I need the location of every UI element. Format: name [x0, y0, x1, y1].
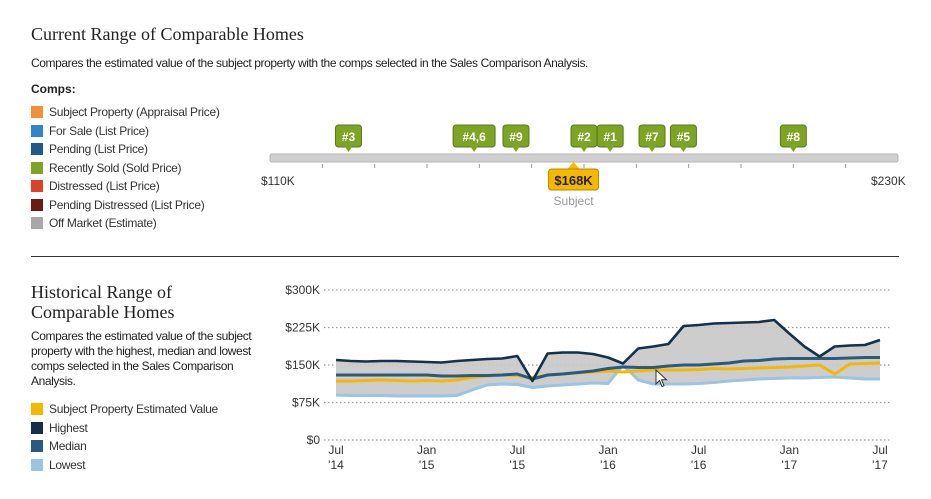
- y-tick-label: $300K: [285, 283, 320, 297]
- x-tick-label: '15: [510, 458, 526, 472]
- comp-marker[interactable]: #5: [669, 124, 697, 152]
- comp-marker-label: #4,6: [462, 130, 486, 144]
- legend-swatch: [31, 421, 43, 434]
- historical-legend-item: Lowest: [31, 456, 218, 475]
- legend-label: Distressed (List Price): [49, 179, 160, 194]
- comp-marker[interactable]: #2: [570, 124, 598, 152]
- comp-marker-label: #8: [787, 130, 801, 144]
- historical-legend-item: Highest: [31, 419, 218, 438]
- x-tick-label: '15: [419, 458, 435, 472]
- section-divider: [31, 256, 899, 257]
- lowest-line: [335, 363, 880, 398]
- y-tick-label: $150K: [285, 358, 320, 372]
- y-tick-label: $225K: [285, 321, 320, 335]
- x-tick-label: '16: [691, 458, 707, 472]
- legend-label: Subject Property (Appraisal Price): [49, 105, 220, 120]
- legend-label: Off Market (Estimate): [49, 216, 157, 231]
- y-tick-label: $0: [307, 433, 321, 447]
- current-range-description: Compares the estimated value of the subj…: [31, 56, 588, 70]
- legend-label: Recently Sold (Sold Price): [49, 160, 182, 175]
- x-tick-label: '17: [782, 458, 798, 472]
- legend-label: Median: [49, 439, 87, 454]
- comps-legend-item: Subject Property (Appraisal Price): [31, 103, 220, 122]
- comp-marker[interactable]: #9: [502, 124, 530, 152]
- legend-swatch: [31, 106, 43, 119]
- x-tick-label: Jan: [780, 443, 799, 457]
- legend-label: Lowest: [49, 457, 86, 472]
- comp-marker-label: #3: [342, 130, 356, 144]
- legend-swatch: [31, 458, 43, 471]
- legend-swatch: [31, 143, 43, 156]
- x-tick-label: Jan: [598, 443, 617, 457]
- comp-marker[interactable]: #3: [335, 124, 362, 152]
- subject-caption: Subject: [554, 194, 595, 208]
- x-tick-label: Jul: [510, 443, 525, 457]
- range-bar: [269, 153, 899, 163]
- legend-label: For Sale (List Price): [49, 123, 149, 138]
- x-tick-label: Jul: [872, 443, 887, 457]
- median-line: [336, 356, 880, 381]
- comp-marker-label: #7: [645, 130, 659, 144]
- x-tick-label: '14: [328, 458, 344, 472]
- legend-swatch: [31, 198, 43, 211]
- mouse-pointer-icon: [655, 369, 668, 388]
- comp-marker-label: #9: [509, 130, 523, 144]
- x-tick-label: Jul: [328, 443, 343, 457]
- highest-line: [335, 318, 881, 383]
- comp-marker-label: #1: [603, 130, 617, 144]
- legend-swatch: [31, 440, 43, 453]
- current-range-chart: $110K $230K #3 #4,6 #9 #2 #1 #7 #5 #8 $168K Subject: [261, 124, 906, 208]
- comps-legend-item: Pending Distressed (List Price): [31, 196, 220, 215]
- range-max-label: $230K: [871, 174, 906, 188]
- comps-legend-item: Off Market (Estimate): [31, 214, 220, 233]
- historical-legend-item: Median: [31, 437, 218, 456]
- legend-swatch: [31, 217, 43, 230]
- comp-marker[interactable]: #8: [779, 124, 807, 152]
- legend-swatch: [31, 403, 43, 416]
- comp-marker-label: #2: [577, 130, 591, 144]
- historical-range-chart: $0$75K$150K$225K$300KJul'14Jan'15Jul'15J…: [285, 283, 890, 472]
- legend-label: Highest: [49, 420, 88, 435]
- historical-legend: Subject Property Estimated Value Highest M…: [31, 400, 218, 474]
- historical-legend-item: Subject Property Estimated Value: [31, 400, 218, 419]
- x-tick-label: Jan: [417, 443, 436, 457]
- comps-legend: Subject Property (Appraisal Price) For Sa…: [31, 103, 220, 233]
- x-tick-label: '16: [600, 458, 616, 472]
- subject-value-label: $168K: [554, 173, 593, 188]
- legend-swatch: [31, 161, 43, 174]
- current-range-title: Current Range of Comparable Homes: [31, 24, 304, 44]
- historical-range-title: Historical Range of Comparable Homes: [31, 282, 175, 322]
- historical-range-description: Compares the estimated value of the subj…: [31, 329, 252, 388]
- legend-label: Subject Property Estimated Value: [49, 402, 218, 417]
- legend-swatch: [31, 124, 43, 137]
- comps-legend-label: Comps:: [31, 82, 76, 96]
- comp-marker-label: #5: [677, 130, 691, 144]
- y-tick-label: $75K: [292, 396, 320, 410]
- comp-marker[interactable]: #1: [596, 124, 624, 152]
- legend-swatch: [31, 180, 43, 193]
- legend-label: Pending Distressed (List Price): [49, 197, 205, 212]
- comps-legend-item: Distressed (List Price): [31, 177, 220, 196]
- comps-legend-item: Pending (List Price): [31, 140, 220, 159]
- range-min-label: $110K: [261, 174, 295, 188]
- x-tick-label: Jul: [691, 443, 706, 457]
- subject-value-line: [336, 361, 881, 383]
- subject-marker[interactable]: $168K: [548, 162, 600, 191]
- legend-label: Pending (List Price): [49, 142, 148, 157]
- x-tick-label: '17: [872, 458, 888, 472]
- comp-marker[interactable]: #4,6: [452, 124, 496, 152]
- comps-legend-item: For Sale (List Price): [31, 122, 220, 141]
- comps-legend-item: Recently Sold (Sold Price): [31, 159, 220, 178]
- comp-marker[interactable]: #7: [638, 124, 666, 152]
